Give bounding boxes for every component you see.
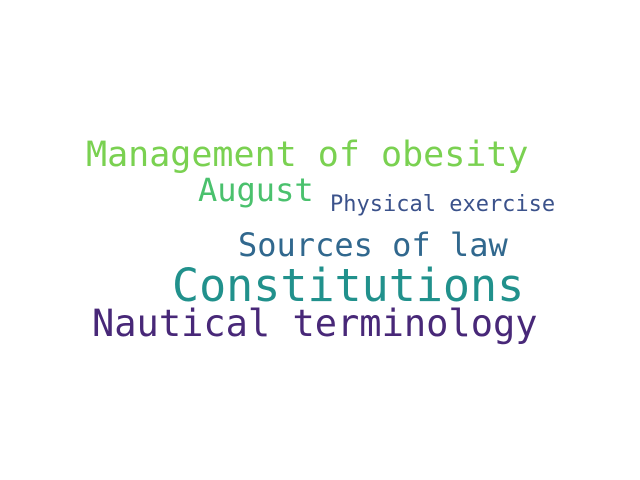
word-physical-exercise: Physical exercise <box>330 194 555 216</box>
word-august: August <box>198 174 314 206</box>
word-sources-of-law: Sources of law <box>238 229 508 261</box>
word-management-of-obesity: Management of obesity <box>86 138 529 173</box>
word-nautical-terminology: Nautical terminology <box>92 305 538 342</box>
